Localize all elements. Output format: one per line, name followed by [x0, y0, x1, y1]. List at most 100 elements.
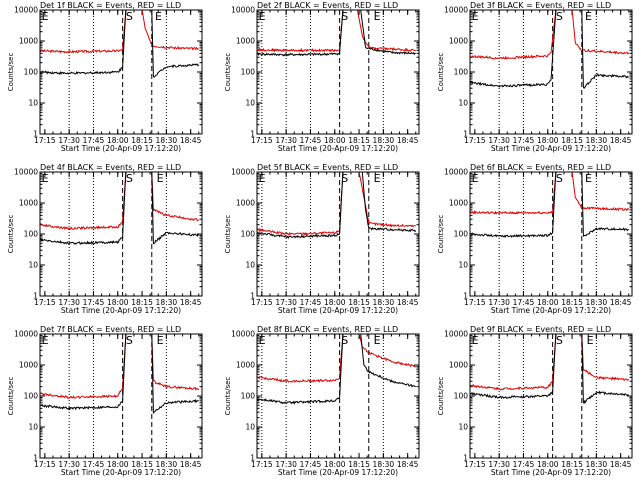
- y-tick-label: 1: [33, 130, 38, 139]
- event-marker: E: [374, 334, 381, 347]
- x-tick-label: 17:15: [34, 136, 56, 145]
- x-tick-label: 18:15: [561, 136, 583, 145]
- y-tick-label: 100: [454, 392, 469, 401]
- x-tick-label: 17:30: [488, 136, 510, 145]
- y-tick-label: 10: [28, 423, 38, 432]
- x-tick-label: 17:45: [83, 460, 105, 469]
- event-marker: S: [341, 334, 348, 347]
- x-tick-label: 17:30: [275, 298, 297, 307]
- x-tick-label: 18:30: [156, 298, 178, 307]
- y-tick-label: 1: [250, 454, 255, 463]
- x-tick-label: 17:15: [464, 460, 486, 469]
- event-marker: S: [341, 172, 348, 185]
- y-tick-label: 10: [458, 99, 468, 108]
- y-tick-label: 10000: [14, 6, 38, 15]
- y-axis-label: Counts/sec: [224, 377, 232, 416]
- x-tick-label: 18:00: [324, 136, 346, 145]
- y-tick-label: 10000: [444, 330, 468, 339]
- y-tick-label: 10000: [231, 6, 255, 15]
- series-line-lld: [40, 334, 200, 399]
- event-marker: S: [126, 10, 133, 23]
- series-line-events: [40, 334, 199, 414]
- x-tick-label: 17:30: [488, 298, 510, 307]
- x-tick-label: 18:30: [156, 460, 178, 469]
- series-line-events: [257, 172, 417, 240]
- x-tick-label: 18:15: [348, 136, 370, 145]
- series-line-lld: [257, 172, 417, 236]
- series-line-events: [470, 172, 629, 239]
- y-tick-label: 1000: [449, 199, 468, 208]
- panel-title: Det 6f BLACK = Events, RED = LLD: [470, 163, 611, 172]
- y-tick-label: 10000: [14, 330, 38, 339]
- x-tick-label: 17:45: [300, 136, 322, 145]
- y-tick-label: 1: [250, 130, 255, 139]
- x-tick-label: 17:45: [83, 298, 105, 307]
- y-axis-label: Counts/sec: [7, 377, 15, 416]
- plot-frame: [39, 171, 203, 297]
- y-tick-label: 10000: [231, 330, 255, 339]
- event-marker: E: [155, 10, 162, 23]
- x-tick-label: 17:15: [464, 136, 486, 145]
- y-tick-label: 10000: [444, 168, 468, 177]
- event-marker: E: [157, 334, 164, 347]
- x-tick-label: 17:30: [58, 136, 80, 145]
- panel-9: Det 9f BLACK = Events, RED = LLD Counts/s…: [437, 325, 633, 477]
- event-marker: S: [556, 172, 563, 185]
- event-marker: E: [472, 334, 479, 347]
- x-tick-label: 18:45: [397, 298, 419, 307]
- series-line-events: [470, 334, 630, 405]
- x-tick-label: 18:00: [107, 298, 129, 307]
- x-tick-label: 17:30: [275, 136, 297, 145]
- series-line-lld: [470, 10, 630, 60]
- x-tick-label: 18:00: [324, 298, 346, 307]
- y-tick-label: 1000: [236, 361, 255, 370]
- x-tick-label: 18:45: [397, 136, 419, 145]
- event-marker: E: [259, 172, 266, 185]
- y-tick-label: 1000: [19, 361, 38, 370]
- x-tick-label: 17:15: [464, 298, 486, 307]
- panel-8: Det 8f BLACK = Events, RED = LLD Counts/s…: [224, 325, 420, 477]
- x-tick-label: 18:45: [180, 460, 202, 469]
- x-tick-label: 18:00: [537, 136, 559, 145]
- panel-6: Det 6f BLACK = Events, RED = LLD Counts/s…: [437, 163, 633, 315]
- x-tick-label: 18:15: [131, 136, 153, 145]
- event-marker: S: [126, 334, 133, 347]
- x-tick-label: 17:45: [513, 298, 535, 307]
- event-marker: E: [374, 10, 381, 23]
- x-tick-label: 18:30: [373, 460, 395, 469]
- y-tick-label: 10000: [444, 6, 468, 15]
- panel-title: Det 7f BLACK = Events, RED = LLD: [40, 325, 181, 334]
- y-tick-label: 10000: [231, 168, 255, 177]
- x-tick-label: 17:45: [300, 460, 322, 469]
- panel-5: Det 5f BLACK = Events, RED = LLD Counts/s…: [224, 163, 420, 315]
- panel-7: Det 7f BLACK = Events, RED = LLD Counts/s…: [7, 325, 203, 477]
- series-line-events: [40, 172, 200, 246]
- series-line-events: [257, 10, 416, 57]
- y-tick-label: 1000: [449, 37, 468, 46]
- panel-title: Det 3f BLACK = Events, RED = LLD: [470, 1, 611, 10]
- x-tick-label: 18:15: [561, 460, 583, 469]
- series-line-lld: [257, 10, 416, 53]
- x-tick-label: 17:30: [488, 460, 510, 469]
- event-marker: S: [341, 10, 348, 23]
- x-tick-label: 17:15: [34, 298, 56, 307]
- y-axis-label: Counts/sec: [437, 53, 445, 92]
- y-tick-label: 100: [24, 392, 39, 401]
- y-axis-label: Counts/sec: [224, 215, 232, 254]
- event-marker: E: [585, 172, 592, 185]
- event-marker: E: [42, 10, 49, 23]
- series-line-lld: [470, 172, 630, 216]
- x-tick-label: 18:45: [180, 136, 202, 145]
- panel-2: Det 2f BLACK = Events, RED = LLD Counts/s…: [224, 1, 420, 153]
- plot-frame: [469, 171, 633, 297]
- x-tick-label: 18:00: [324, 460, 346, 469]
- y-tick-label: 100: [24, 230, 39, 239]
- y-tick-label: 10000: [14, 168, 38, 177]
- event-marker: E: [259, 10, 266, 23]
- x-tick-label: 18:00: [537, 298, 559, 307]
- x-tick-label: 18:15: [561, 298, 583, 307]
- y-tick-label: 1: [250, 292, 255, 301]
- x-axis-label: Start Time (20-Apr-09 17:12:20): [61, 468, 181, 477]
- x-tick-label: 17:15: [251, 136, 273, 145]
- plot-frame: [469, 333, 633, 459]
